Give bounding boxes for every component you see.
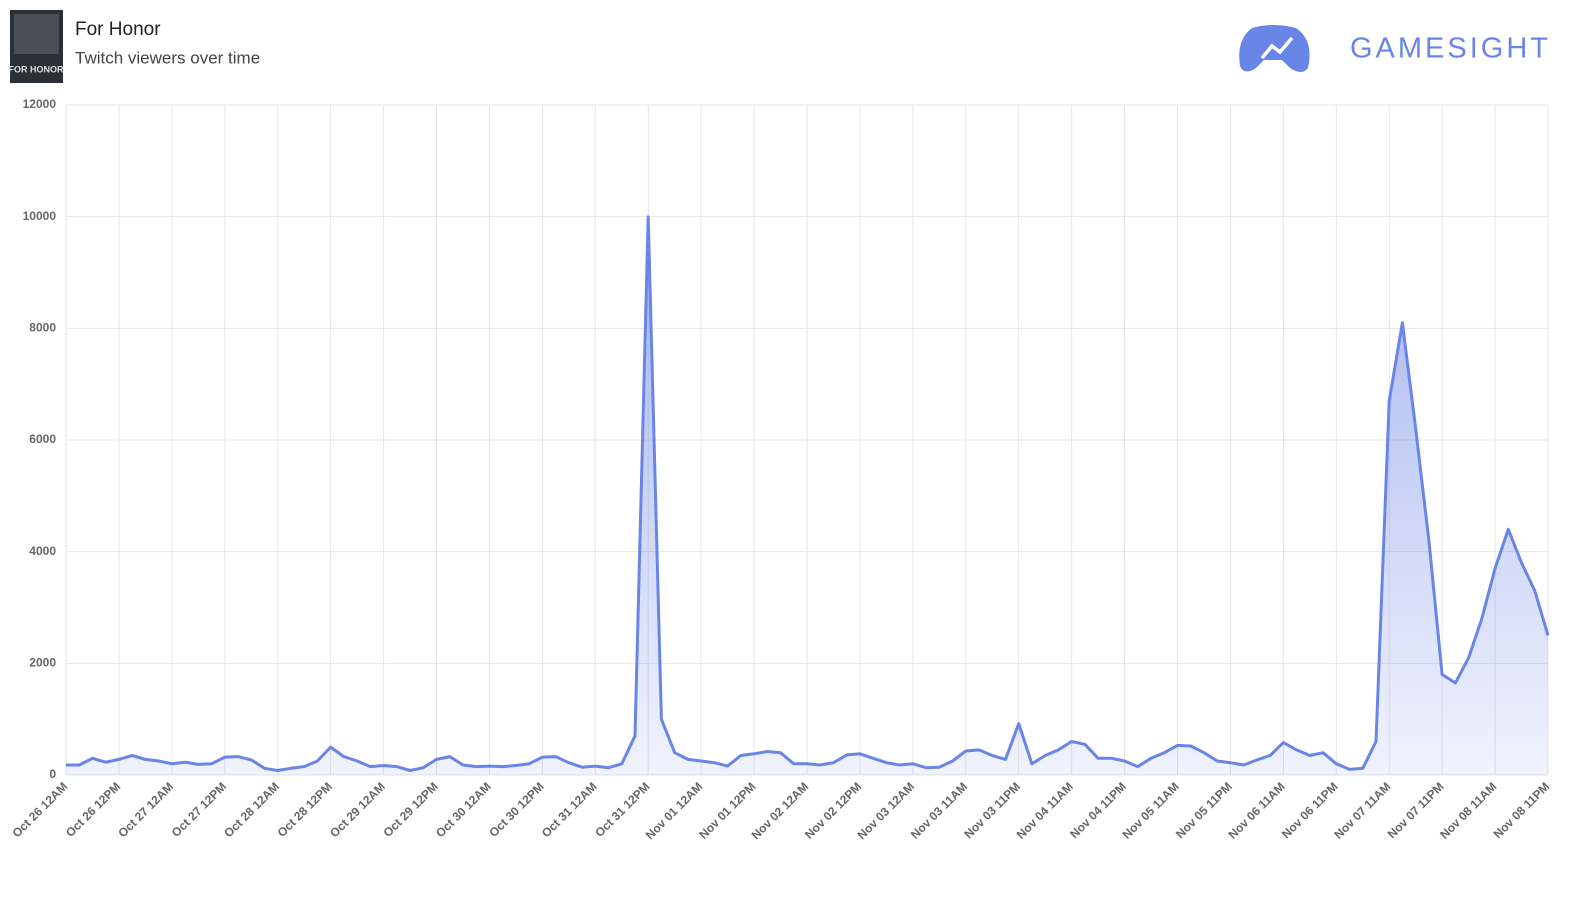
x-tick-label: Oct 29 12AM <box>327 779 388 840</box>
y-tick-label: 12000 <box>23 97 57 111</box>
cover-text: FOR HONOR <box>9 64 64 74</box>
x-tick-label: Oct 28 12AM <box>221 779 282 840</box>
x-tick-label: Nov 08 11PM <box>1491 779 1553 841</box>
chart-title: For Honor <box>75 19 161 40</box>
x-tick-label: Oct 29 12PM <box>380 779 440 839</box>
y-tick-label: 10000 <box>23 209 57 223</box>
x-tick-label: Oct 27 12AM <box>115 779 176 840</box>
logo-arrow <box>1260 36 1294 60</box>
x-tick-label: Oct 26 12AM <box>10 779 71 840</box>
area-fill <box>66 216 1548 775</box>
x-tick-label: Oct 27 12PM <box>169 779 229 839</box>
y-tick-label: 4000 <box>29 544 56 558</box>
x-tick-label: Oct 30 12AM <box>433 779 494 840</box>
x-tick-label: Nov 04 11AM <box>1014 779 1076 841</box>
x-tick-label: Oct 31 12AM <box>539 779 600 840</box>
x-tick-label: Oct 28 12PM <box>275 779 335 839</box>
x-tick-label: Nov 03 11AM <box>908 779 970 841</box>
y-tick-label: 8000 <box>29 321 56 335</box>
chart-subtitle: Twitch viewers over time <box>75 48 260 67</box>
y-tick-label: 0 <box>49 767 56 781</box>
x-tick-label: Nov 07 11AM <box>1331 779 1393 841</box>
line <box>66 215 1550 772</box>
x-tick-label: Nov 06 11AM <box>1225 779 1287 841</box>
y-tick-label: 2000 <box>29 656 56 670</box>
y-tick-label: 6000 <box>29 432 56 446</box>
cover-art <box>14 14 59 54</box>
x-tick-label: Oct 26 12PM <box>63 779 123 839</box>
x-tick-label: Nov 05 11AM <box>1120 779 1182 841</box>
x-tick-label: Oct 30 12PM <box>486 779 546 839</box>
x-tick-label: Nov 08 11AM <box>1437 779 1499 841</box>
brand-name: GAMESIGHT <box>1350 33 1551 65</box>
